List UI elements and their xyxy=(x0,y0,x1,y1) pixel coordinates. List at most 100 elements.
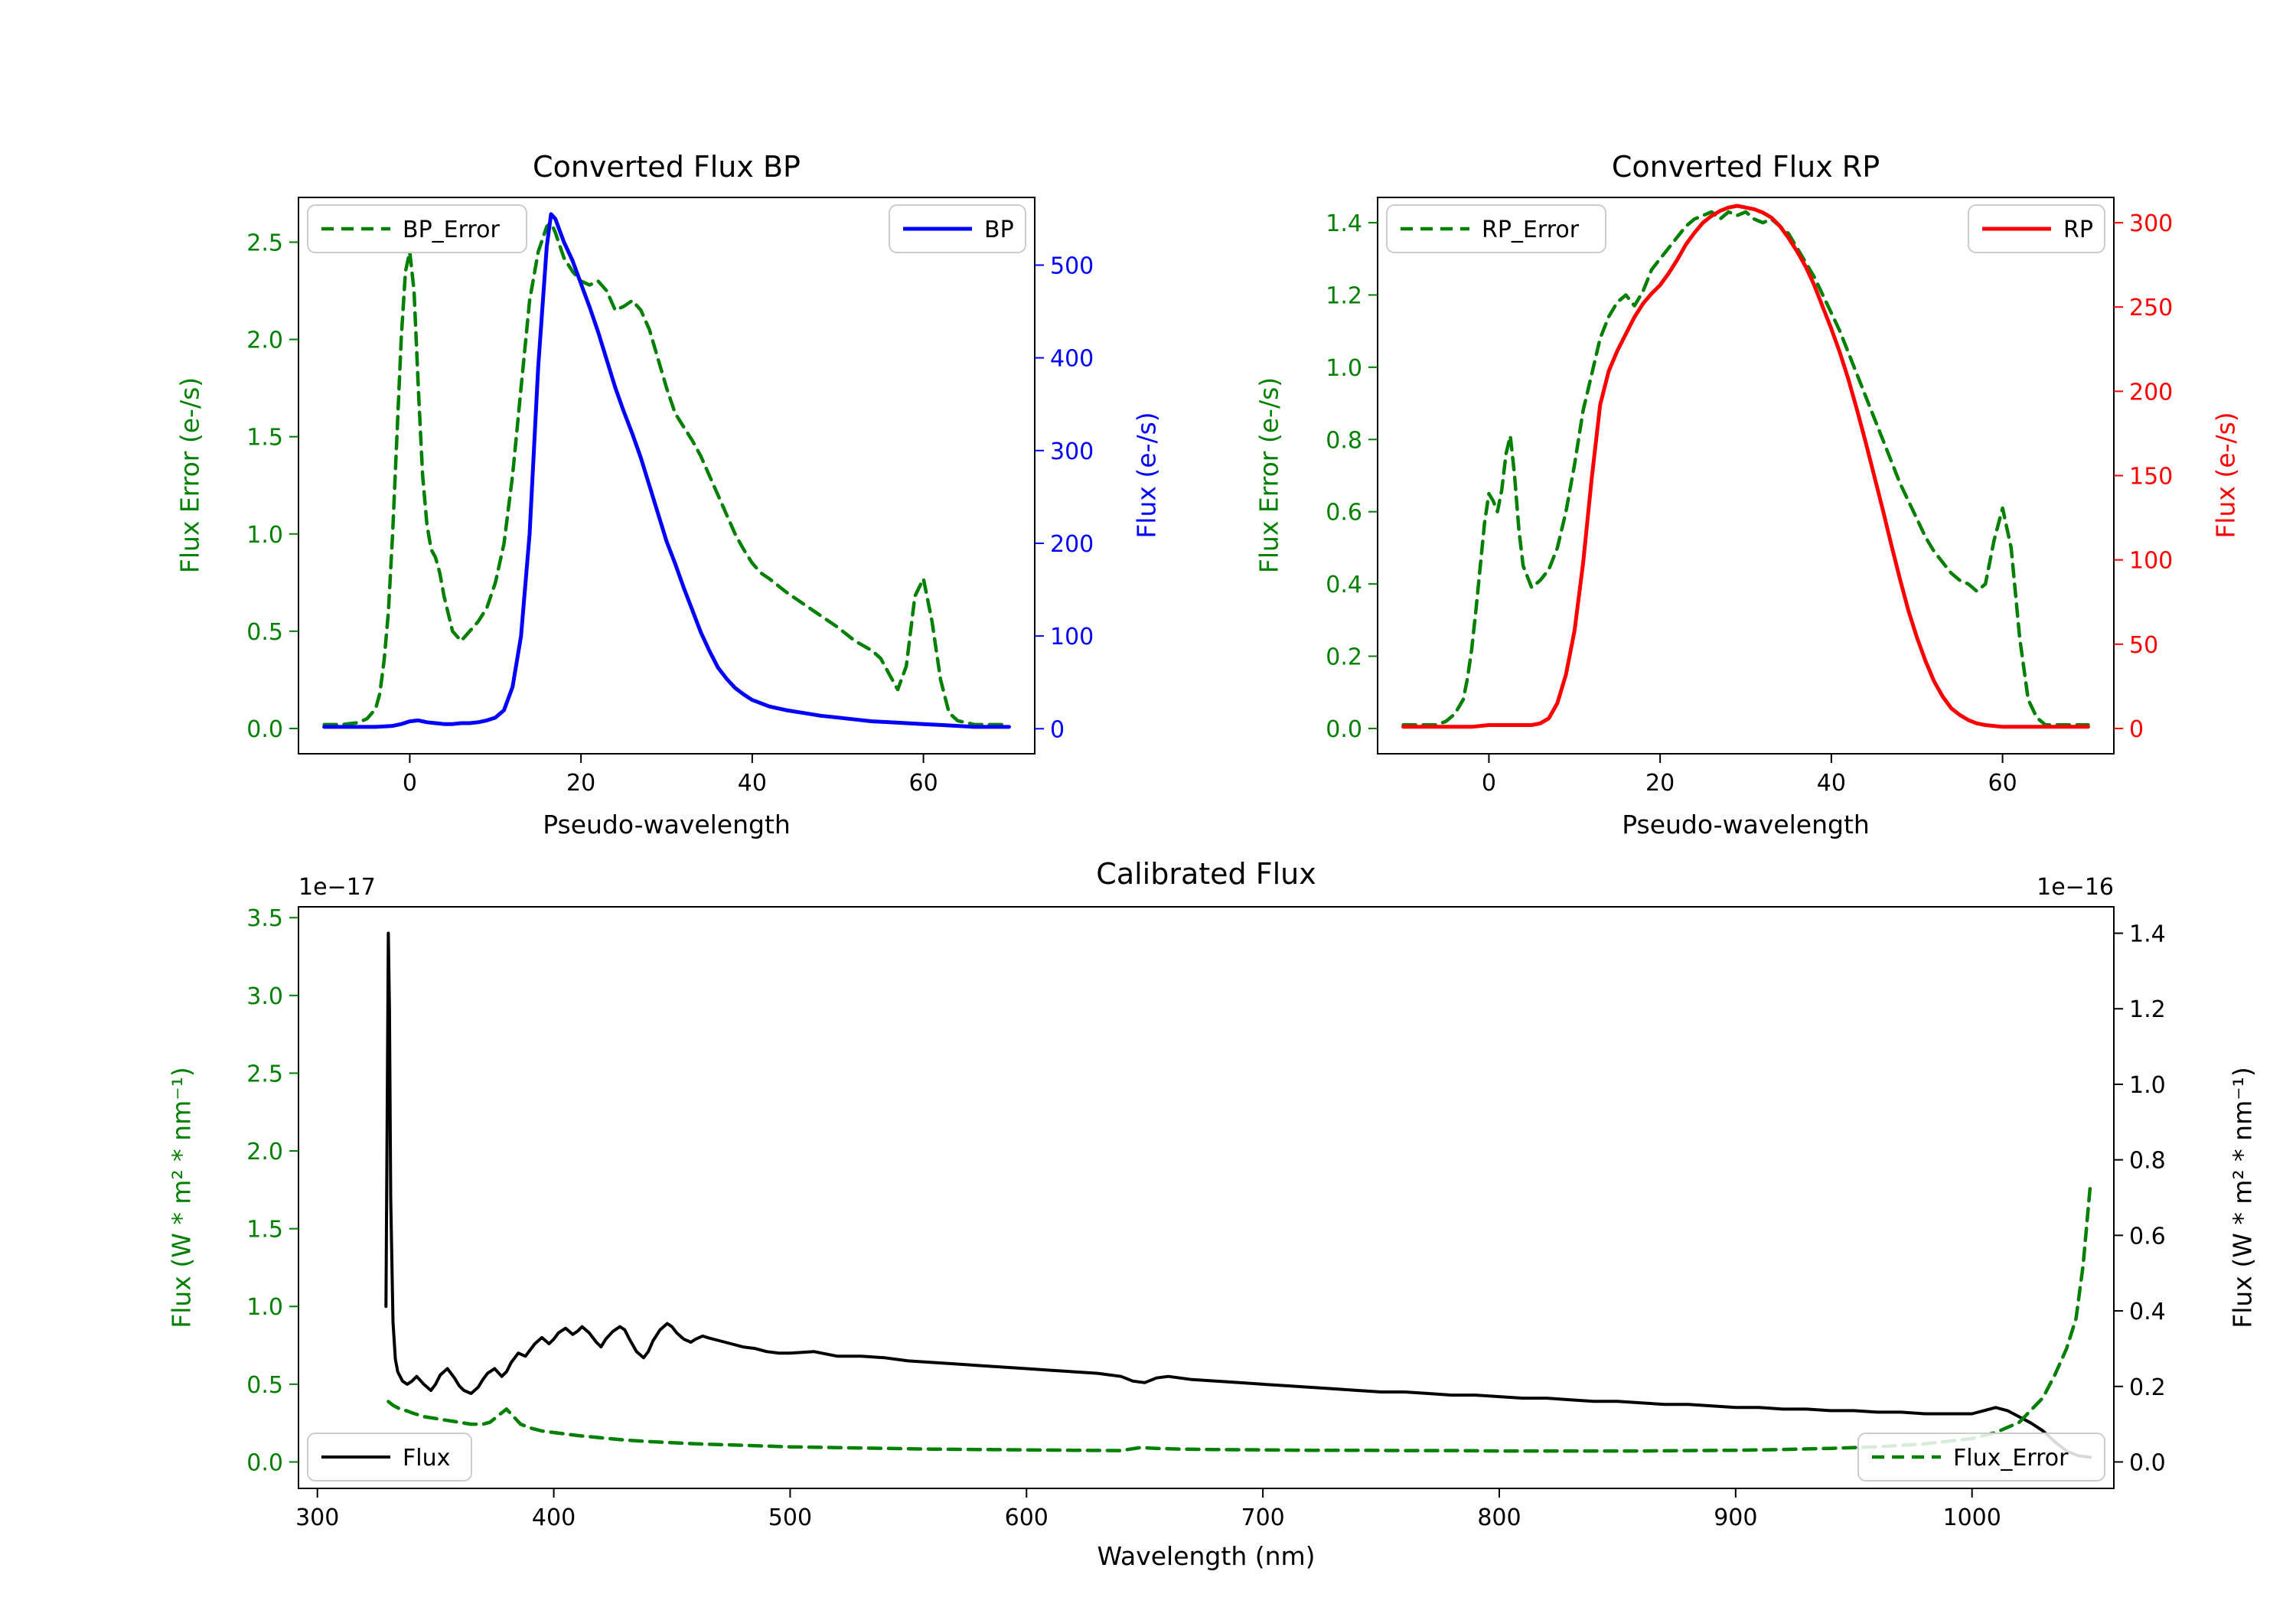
bp-plot: 0 20 40 60 0.0 0.5 1.0 1.5 2.0 2.5 0 100 200 300 400 50… xyxy=(246,197,1094,797)
rp-chart-title: Converted Flux RP xyxy=(1611,150,1880,184)
x-tick-label: 0 xyxy=(403,770,417,797)
right-tick-label: 0 xyxy=(2129,716,2144,743)
right-tick-label: 1.4 xyxy=(2129,921,2166,948)
left-tick-label: 0.8 xyxy=(1326,427,1362,454)
right-tick-label: 150 xyxy=(2129,464,2173,491)
left-tick-label: 0.0 xyxy=(1326,716,1362,743)
legend-label: RP_Error xyxy=(1482,217,1580,243)
left-tick-label: 0.4 xyxy=(1326,572,1362,598)
x-tick-label: 60 xyxy=(1988,770,2017,797)
right-tick-label: 250 xyxy=(2129,295,2173,321)
bp-left-yaxis-label: Flux Error (e-/s) xyxy=(174,376,205,574)
left-tick-label: 0.0 xyxy=(246,1449,283,1476)
right-tick-label: 400 xyxy=(1050,346,1094,373)
right-tick-label: 200 xyxy=(2129,379,2173,406)
flux-line xyxy=(384,931,2092,1459)
legend-label: RP xyxy=(2063,217,2093,243)
left-tick-label: 2.0 xyxy=(246,1139,283,1165)
rp-legend: RP xyxy=(1968,204,2105,253)
left-tick-label: 1.2 xyxy=(1326,282,1362,309)
right-tick-label: 50 xyxy=(2129,632,2158,659)
x-tick-label: 400 xyxy=(532,1504,576,1531)
right-tick-label: 500 xyxy=(1050,253,1094,279)
left-tick-label: 1.0 xyxy=(246,1294,283,1321)
right-tick-label: 0.0 xyxy=(2129,1449,2166,1476)
axes-frame xyxy=(298,906,2115,1489)
left-tick-label: 1.4 xyxy=(1326,210,1362,237)
right-axis-offset-text: 1e−16 xyxy=(2037,874,2114,901)
right-tick-label: 300 xyxy=(1050,438,1094,465)
x-tick-label: 700 xyxy=(1241,1504,1284,1531)
axes-frame xyxy=(298,197,1035,755)
rp-plot: 0 20 40 60 0.0 0.2 0.4 0.6 0.8 1.0 1.2 1.4 0 50 100 150… xyxy=(1326,197,2173,797)
axes-frame xyxy=(1377,197,2115,755)
bp-chart-title: Converted Flux BP xyxy=(533,150,801,184)
right-tick-label: 0.6 xyxy=(2129,1223,2166,1250)
left-tick-label: 2.5 xyxy=(246,230,283,256)
x-tick-label: 20 xyxy=(1645,770,1675,797)
right-tick-label: 1.2 xyxy=(2129,996,2166,1023)
x-tick-label: 0 xyxy=(1482,770,1496,797)
left-tick-label: 2.0 xyxy=(246,328,283,354)
left-tick-label: 0.0 xyxy=(246,716,283,743)
rp-xaxis-label: Pseudo-wavelength xyxy=(1622,810,1870,839)
right-tick-label: 300 xyxy=(2129,210,2173,237)
left-tick-label: 1.0 xyxy=(1326,355,1362,382)
left-axis-offset-text: 1e−17 xyxy=(298,874,376,901)
flux-error-line xyxy=(386,1184,2092,1453)
rp-line xyxy=(1401,204,2090,729)
right-tick-label: 100 xyxy=(1050,624,1094,650)
x-tick-label: 20 xyxy=(566,770,595,797)
x-tick-label: 1000 xyxy=(1943,1504,2001,1531)
bp-line xyxy=(322,212,1011,729)
rp-right-yaxis-label: Flux (e-/s) xyxy=(2210,412,2241,539)
left-tick-label: 0.5 xyxy=(246,1372,283,1399)
calibrated-right-yaxis-label: Flux (W * m² * nm⁻¹) xyxy=(2227,1067,2258,1328)
bp-xaxis-label: Pseudo-wavelength xyxy=(543,810,791,839)
legend-label: Flux_Error xyxy=(1953,1445,2069,1472)
left-tick-label: 1.5 xyxy=(246,1217,283,1244)
right-tick-label: 0.8 xyxy=(2129,1148,2166,1175)
x-tick-label: 300 xyxy=(295,1504,339,1531)
calibrated-left-yaxis-label: Flux (W * m² * nm⁻¹) xyxy=(166,1067,197,1328)
x-tick-label: 600 xyxy=(1005,1504,1049,1531)
bp-error-legend: BP_Error xyxy=(307,204,527,253)
calibrated-chart-title: Calibrated Flux xyxy=(1096,857,1316,891)
x-tick-label: 60 xyxy=(908,770,938,797)
left-tick-label: 1.5 xyxy=(246,425,283,451)
x-tick-label: 900 xyxy=(1714,1504,1757,1531)
x-tick-label: 800 xyxy=(1477,1504,1521,1531)
rp-left-yaxis-label: Flux Error (e-/s) xyxy=(1254,376,1284,574)
flux-error-legend: Flux_Error xyxy=(1857,1433,2105,1482)
calibrated-xaxis-label: Wavelength (nm) xyxy=(1097,1541,1316,1571)
left-tick-label: 1.0 xyxy=(246,522,283,549)
right-tick-label: 0.4 xyxy=(2129,1299,2166,1325)
legend-label: Flux xyxy=(403,1445,450,1472)
calibrated-plot: 300 400 500 600 700 800 900 1000 0.0 0.5 1.0 1.5 2.0… xyxy=(246,874,2165,1531)
x-tick-label: 40 xyxy=(738,770,767,797)
rp-error-line xyxy=(1401,210,2090,727)
flux-legend: Flux xyxy=(307,1433,472,1482)
legend-label: BP_Error xyxy=(403,217,500,243)
rp-error-legend: RP_Error xyxy=(1386,204,1606,253)
x-tick-label: 500 xyxy=(768,1504,812,1531)
left-tick-label: 2.5 xyxy=(246,1061,283,1087)
bp-right-yaxis-label: Flux (e-/s) xyxy=(1131,412,1162,539)
right-tick-label: 100 xyxy=(2129,548,2173,575)
right-tick-label: 200 xyxy=(1050,531,1094,558)
left-tick-label: 0.2 xyxy=(1326,644,1362,671)
left-tick-label: 0.6 xyxy=(1326,500,1362,526)
legend-box xyxy=(1386,204,1606,253)
right-tick-label: 0.2 xyxy=(2129,1374,2166,1401)
left-tick-label: 3.0 xyxy=(246,983,283,1010)
x-tick-label: 40 xyxy=(1817,770,1846,797)
left-tick-label: 3.5 xyxy=(246,905,283,932)
right-tick-label: 1.0 xyxy=(2129,1072,2166,1099)
left-tick-label: 0.5 xyxy=(246,619,283,646)
legend-box xyxy=(1857,1433,2105,1482)
right-tick-label: 0 xyxy=(1050,716,1065,743)
legend-box xyxy=(307,204,527,253)
bp-legend: BP xyxy=(889,204,1026,253)
